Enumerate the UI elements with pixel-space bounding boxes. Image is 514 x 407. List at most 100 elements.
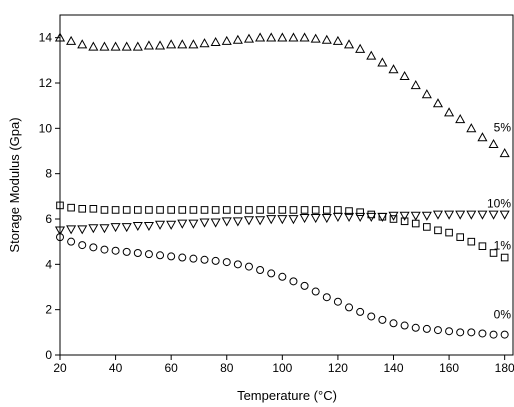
marker [166, 39, 177, 49]
marker [377, 57, 388, 67]
marker [399, 70, 410, 81]
marker [67, 203, 75, 212]
marker [232, 34, 243, 44]
marker [134, 206, 142, 214]
marker [56, 201, 64, 210]
marker [500, 253, 509, 262]
marker [378, 315, 387, 324]
marker [278, 272, 287, 281]
marker [88, 224, 99, 234]
marker [122, 206, 131, 214]
series-label: 10% [487, 196, 511, 210]
marker [244, 262, 253, 271]
marker [466, 123, 477, 133]
y-tick-label: 6 [45, 212, 52, 226]
marker [255, 216, 266, 226]
marker [154, 40, 166, 50]
marker [266, 32, 277, 42]
marker [66, 225, 77, 235]
marker [156, 206, 164, 214]
marker [221, 35, 232, 45]
marker [366, 212, 377, 222]
marker [178, 253, 187, 262]
marker [366, 50, 377, 60]
marker [210, 36, 221, 47]
marker [389, 319, 398, 328]
marker [411, 323, 420, 332]
marker [432, 210, 444, 220]
marker [300, 281, 309, 290]
marker [200, 255, 209, 264]
marker [133, 249, 142, 257]
marker [278, 206, 287, 214]
marker [445, 228, 453, 237]
marker [266, 215, 277, 225]
marker [388, 64, 399, 74]
marker [132, 41, 143, 51]
marker [211, 206, 220, 214]
marker [78, 205, 87, 213]
marker [132, 221, 143, 232]
marker [199, 218, 210, 228]
marker [78, 241, 87, 250]
x-tick-label: 160 [439, 361, 459, 375]
marker [143, 221, 154, 232]
marker [256, 266, 265, 274]
marker [145, 206, 153, 214]
marker [444, 210, 455, 220]
marker [267, 206, 276, 214]
marker [154, 220, 166, 230]
marker [299, 32, 310, 42]
x-tick-label: 120 [328, 361, 348, 375]
marker [245, 206, 253, 214]
x-tick-label: 140 [383, 361, 403, 375]
marker [167, 252, 176, 261]
marker [478, 329, 487, 338]
marker [121, 41, 132, 51]
marker [488, 138, 499, 149]
marker [345, 207, 353, 215]
marker [288, 215, 299, 225]
marker [499, 210, 510, 220]
y-tick-label: 14 [39, 31, 53, 45]
marker [233, 260, 242, 269]
series-label: 0% [494, 308, 512, 322]
x-tick-label: 40 [109, 361, 123, 375]
marker [499, 148, 510, 158]
marker [99, 41, 110, 51]
y-tick-label: 4 [45, 257, 52, 271]
marker [111, 246, 120, 255]
marker [210, 218, 221, 228]
marker [466, 210, 477, 220]
marker [89, 243, 98, 252]
marker [311, 287, 320, 296]
marker [277, 215, 288, 225]
marker [299, 214, 310, 224]
marker [332, 35, 343, 45]
marker [211, 256, 220, 265]
y-tick-label: 10 [39, 121, 53, 135]
marker [489, 330, 498, 339]
marker [54, 226, 66, 236]
marker [234, 206, 242, 214]
marker [334, 206, 342, 214]
marker [367, 210, 376, 219]
marker [411, 219, 420, 228]
marker [221, 217, 232, 227]
marker [343, 39, 355, 49]
marker [456, 328, 465, 337]
marker [356, 208, 364, 216]
marker [455, 114, 466, 124]
marker [343, 212, 355, 222]
marker [243, 33, 255, 43]
marker [410, 211, 421, 221]
marker [467, 237, 476, 246]
marker [54, 32, 66, 42]
marker [222, 258, 231, 267]
marker [367, 312, 376, 321]
x-axis-title: Temperature (°C) [237, 388, 337, 403]
marker [188, 39, 199, 49]
marker [378, 212, 387, 221]
series-label: 1% [494, 239, 512, 253]
